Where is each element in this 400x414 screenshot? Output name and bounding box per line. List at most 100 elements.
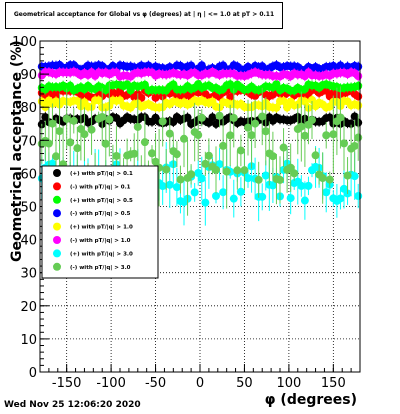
data-point [94, 96, 103, 105]
data-point [165, 180, 174, 189]
data-point [325, 113, 334, 122]
legend-entry: (+) with pT/|q| > 0.1 [70, 171, 133, 177]
data-point [229, 194, 238, 203]
data-point [226, 131, 235, 140]
data-point [66, 138, 75, 147]
y-tick-label: 30 [20, 267, 37, 282]
x-tick-label: 150 [321, 376, 346, 391]
data-point [197, 113, 206, 122]
data-point [101, 139, 110, 148]
data-point [44, 139, 53, 148]
legend: (+) with pT/|q| > 0.1 (-) with pT/|q| > 0… [41, 165, 159, 279]
data-point [197, 174, 206, 183]
data-point [244, 123, 252, 132]
data-point [279, 143, 288, 152]
data-point [308, 116, 316, 125]
data-point [329, 130, 338, 139]
data-point [162, 165, 171, 174]
data-point [98, 112, 107, 121]
y-axis-label: Geometrical acceptance (%) [9, 40, 25, 262]
data-point [212, 191, 220, 200]
data-point [73, 144, 82, 153]
data-point [283, 103, 292, 112]
data-point [48, 119, 57, 128]
x-tick-label: -50 [145, 376, 166, 391]
data-point [290, 169, 299, 178]
data-point [194, 131, 203, 140]
y-tick-label: 10 [20, 333, 37, 348]
data-point [286, 194, 295, 203]
data-point [215, 111, 224, 120]
series-5 [37, 66, 363, 82]
x-tick-label: -100 [96, 376, 126, 391]
legend-marker [53, 222, 61, 231]
data-point [219, 188, 228, 197]
data-point [172, 150, 181, 159]
data-point [297, 181, 306, 190]
y-tick-label: 20 [20, 300, 37, 315]
data-point [258, 192, 267, 201]
data-point [190, 188, 199, 197]
data-point [304, 181, 313, 190]
data-point [133, 122, 142, 131]
data-point [151, 157, 160, 166]
data-point [222, 167, 231, 176]
legend-entry: (+) with pT/|q| > 0.5 [70, 198, 133, 204]
data-point [148, 149, 156, 158]
legend-entry: (-) with pT/|q| > 3.0 [70, 265, 131, 271]
data-point [204, 118, 213, 127]
data-point [354, 101, 363, 110]
data-point [112, 151, 121, 160]
legend-marker [53, 236, 61, 244]
data-point [258, 112, 267, 121]
x-tick-label: 100 [276, 376, 301, 391]
data-point [165, 129, 174, 138]
data-point [140, 138, 149, 147]
y-tick-label: 60 [20, 167, 37, 182]
data-point [240, 166, 249, 175]
timestamp: Wed Nov 25 12:06:20 2020 [4, 400, 141, 410]
legend-entry: (+) with pT/|q| > 3.0 [70, 251, 133, 257]
data-point [322, 188, 331, 197]
legend-marker [53, 262, 61, 271]
y-tick-label: 80 [20, 101, 37, 116]
data-point [233, 166, 242, 175]
legend-marker [53, 209, 61, 218]
data-point [300, 196, 309, 205]
series-2 [37, 79, 363, 96]
data-point [272, 103, 281, 112]
data-point [69, 116, 78, 125]
data-point [343, 171, 352, 180]
x-tick-label: 0 [196, 376, 204, 391]
data-point [308, 95, 316, 104]
data-point [268, 152, 277, 161]
data-point [201, 198, 210, 207]
data-point [204, 151, 213, 160]
data-point [201, 159, 210, 168]
data-point [105, 115, 114, 124]
data-point [80, 130, 89, 139]
data-point [172, 183, 181, 192]
data-point [354, 192, 363, 201]
y-tick-label: 70 [20, 134, 37, 149]
data-point [62, 114, 71, 123]
data-point [354, 72, 363, 81]
data-point [130, 149, 139, 158]
legend-marker [53, 169, 61, 177]
data-point [55, 127, 64, 136]
data-point [187, 170, 196, 179]
data-point [212, 165, 220, 174]
data-point [279, 96, 288, 105]
data-point [123, 80, 132, 89]
data-point [318, 174, 327, 183]
data-point [340, 139, 348, 148]
data-point [297, 122, 306, 131]
legend-entry: (-) with pT/|q| > 0.1 [70, 184, 131, 190]
y-tick-label: 90 [20, 68, 37, 83]
data-point [87, 125, 96, 134]
data-point [272, 80, 281, 89]
series-layer [37, 59, 363, 226]
legend-entry: (-) with pT/|q| > 0.5 [70, 211, 131, 217]
legend-marker [53, 182, 61, 191]
data-point [244, 174, 252, 183]
